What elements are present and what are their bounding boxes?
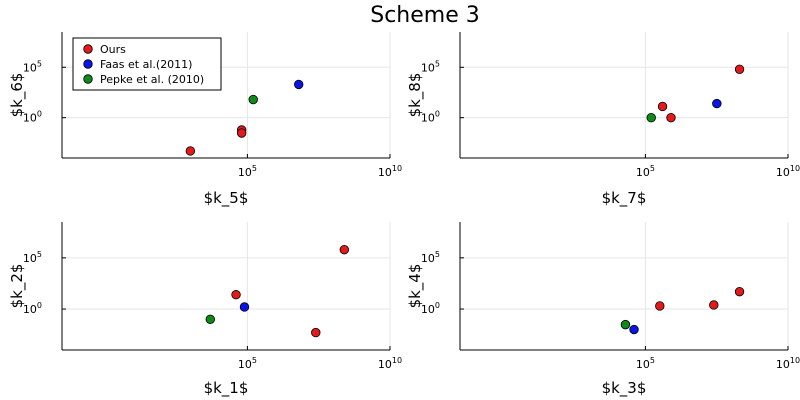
y-tick-base: 10 xyxy=(23,303,37,316)
y-tick-exponent: 5 xyxy=(37,59,42,68)
legend-marker xyxy=(83,74,93,84)
legend: Ours Faas et al.(2011) Pepke et al. (2010) xyxy=(72,37,222,91)
y-tick-base: 10 xyxy=(421,252,435,265)
x-tick-base: 10 xyxy=(378,358,392,371)
y-tick-label: 100 xyxy=(23,110,42,125)
x-tick-label: 1010 xyxy=(776,356,800,371)
data-point xyxy=(712,98,722,109)
x-tick-exponent: 10 xyxy=(392,164,402,173)
x-axis-label: $k_3$ xyxy=(602,379,647,398)
data-point xyxy=(734,64,745,75)
legend-marker xyxy=(83,44,93,54)
y-tick-base: 10 xyxy=(421,303,435,316)
y-tick-exponent: 0 xyxy=(435,301,440,310)
y-tick-label: 105 xyxy=(23,250,42,265)
x-tick-label: 1010 xyxy=(378,164,402,179)
y-axis-label: $k_8$ xyxy=(406,73,425,118)
x-tick-exponent: 10 xyxy=(790,356,800,365)
x-tick-label: 105 xyxy=(238,356,257,371)
y-tick-label: 105 xyxy=(23,59,42,74)
y-tick-label: 105 xyxy=(421,59,440,74)
y-tick-exponent: 0 xyxy=(37,110,42,119)
data-point xyxy=(236,128,247,138)
legend-entry: Faas et al.(2011) xyxy=(100,58,192,71)
data-point xyxy=(205,314,215,324)
y-tick-exponent: 5 xyxy=(37,250,42,259)
x-tick-label: 1010 xyxy=(776,164,800,179)
data-point xyxy=(231,290,241,300)
data-point xyxy=(239,302,250,312)
legend-entry: Ours xyxy=(100,43,126,56)
data-point xyxy=(185,146,196,156)
data-point xyxy=(657,101,668,112)
x-tick-exponent: 5 xyxy=(650,164,655,173)
x-tick-base: 10 xyxy=(776,358,790,371)
x-tick-base: 10 xyxy=(378,166,392,179)
x-axis-label: $k_1$ xyxy=(204,379,249,398)
y-tick-base: 10 xyxy=(23,112,37,125)
x-tick-base: 10 xyxy=(636,166,650,179)
x-tick-label: 105 xyxy=(238,164,257,179)
y-tick-label: 100 xyxy=(23,301,42,316)
data-point xyxy=(666,112,676,123)
x-tick-exponent: 10 xyxy=(392,356,402,365)
y-tick-label: 100 xyxy=(421,110,440,125)
y-tick-exponent: 0 xyxy=(435,110,440,119)
data-point xyxy=(646,112,656,123)
y-tick-label: 105 xyxy=(421,250,440,265)
x-tick-label: 105 xyxy=(636,356,655,371)
y-tick-base: 10 xyxy=(23,61,37,74)
x-tick-exponent: 5 xyxy=(252,356,257,365)
y-tick-base: 10 xyxy=(421,112,435,125)
x-tick-exponent: 5 xyxy=(650,356,655,365)
data-point xyxy=(294,79,304,90)
legend-marker xyxy=(83,59,93,69)
data-point xyxy=(734,286,745,297)
legend-entry: Pepke et al. (2010) xyxy=(100,73,204,86)
x-tick-base: 10 xyxy=(238,166,252,179)
y-tick-exponent: 0 xyxy=(37,301,42,310)
data-point xyxy=(629,324,639,335)
data-point xyxy=(709,300,719,310)
y-axis-label: $k_6$ xyxy=(8,73,27,118)
y-axis-label: $k_4$ xyxy=(406,264,425,309)
x-axis-label: $k_7$ xyxy=(602,189,647,208)
y-tick-base: 10 xyxy=(421,61,435,74)
x-tick-base: 10 xyxy=(776,166,790,179)
y-tick-base: 10 xyxy=(23,252,37,265)
figure-title: Scheme 3 xyxy=(370,3,480,28)
y-axis-label: $k_2$ xyxy=(8,264,27,309)
data-point xyxy=(339,244,350,255)
data-point xyxy=(248,94,258,105)
data-point xyxy=(311,327,321,338)
x-tick-label: 1010 xyxy=(378,356,402,371)
y-tick-label: 100 xyxy=(421,301,440,316)
x-tick-exponent: 10 xyxy=(790,164,800,173)
x-tick-base: 10 xyxy=(636,358,650,371)
x-axis-label: $k_5$ xyxy=(204,189,249,208)
x-tick-base: 10 xyxy=(238,358,252,371)
data-point xyxy=(655,301,665,311)
y-tick-exponent: 5 xyxy=(435,250,440,259)
legend-box xyxy=(72,37,222,91)
data-point xyxy=(620,319,631,330)
y-tick-exponent: 5 xyxy=(435,59,440,68)
x-tick-exponent: 5 xyxy=(252,164,257,173)
x-tick-label: 105 xyxy=(636,164,655,179)
